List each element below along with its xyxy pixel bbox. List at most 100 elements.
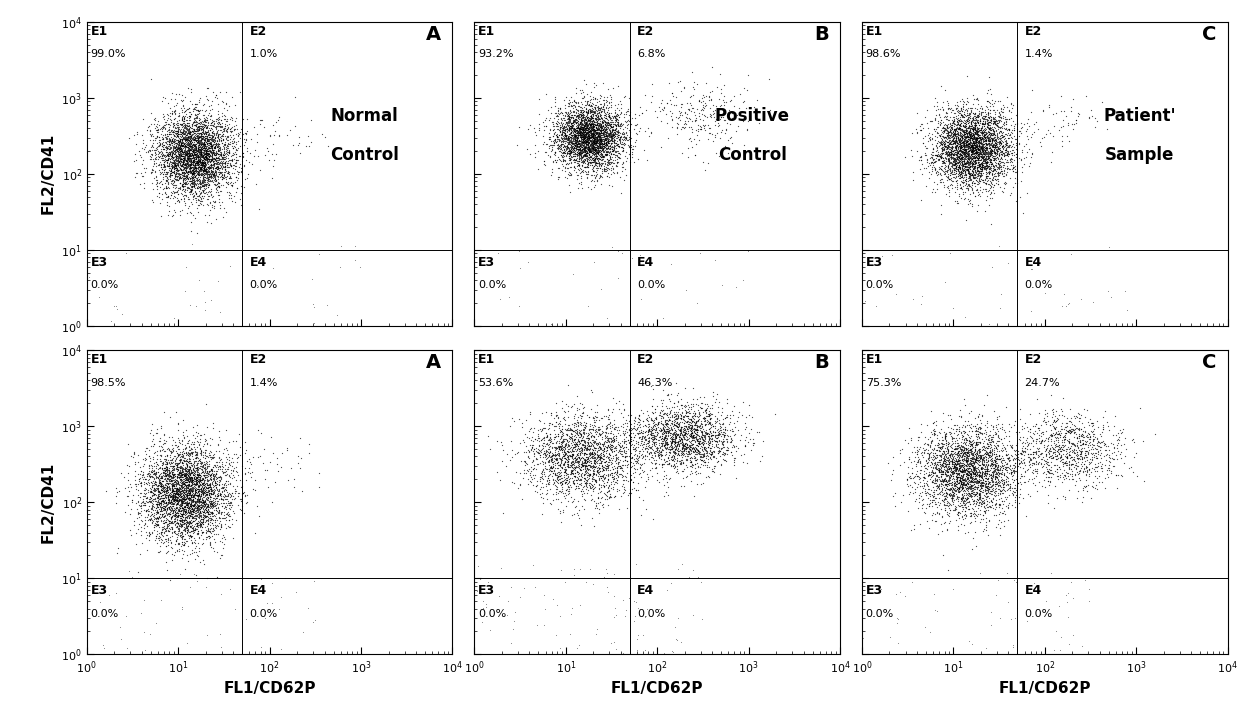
Point [589, 451, 609, 462]
Point [601, 113, 621, 124]
Point [174, 123, 193, 134]
Point [949, 491, 968, 503]
Point [145, 134, 165, 146]
Point [931, 155, 951, 166]
Point [179, 131, 198, 142]
Point [174, 156, 193, 167]
Point [529, 435, 549, 446]
Point [180, 492, 200, 504]
Point [603, 440, 622, 451]
Point [575, 134, 595, 146]
Point [552, 428, 572, 440]
Point [216, 119, 236, 130]
Point [176, 442, 196, 454]
Point [954, 453, 973, 465]
Point [982, 168, 1002, 180]
Point [554, 451, 574, 462]
Point [676, 447, 696, 459]
Point [579, 443, 599, 455]
Point [167, 143, 187, 155]
Point [574, 114, 594, 126]
Point [206, 115, 226, 126]
Point [185, 466, 205, 478]
Point [936, 449, 956, 460]
Point [957, 472, 977, 483]
Point [175, 524, 195, 536]
Point [201, 129, 221, 141]
Point [960, 495, 980, 507]
Point [928, 463, 947, 475]
Point [582, 183, 601, 195]
Point [218, 161, 238, 173]
Point [986, 470, 1006, 482]
Point [988, 161, 1008, 173]
Point [613, 142, 632, 153]
Point [593, 141, 613, 153]
Point [605, 124, 625, 135]
Point [1049, 470, 1069, 482]
Point [195, 467, 215, 479]
Point [166, 475, 186, 486]
Point [610, 446, 630, 457]
Point [174, 128, 193, 140]
Point [208, 180, 228, 191]
Point [206, 169, 226, 181]
Point [523, 443, 543, 455]
Point [569, 123, 589, 134]
Point [191, 146, 211, 158]
Point [176, 425, 196, 436]
Point [580, 441, 600, 452]
Point [201, 432, 221, 443]
Point [916, 438, 936, 450]
Point [631, 433, 651, 445]
Point [174, 138, 193, 150]
Point [677, 424, 697, 435]
Point [182, 168, 202, 180]
Point [574, 459, 594, 471]
Point [175, 494, 195, 505]
Point [172, 449, 192, 460]
Point [962, 473, 982, 484]
Point [542, 143, 562, 155]
Point [139, 479, 159, 491]
Point [211, 473, 231, 485]
Point [1029, 457, 1049, 468]
Point [590, 153, 610, 164]
Point [573, 133, 593, 145]
Point [942, 145, 962, 157]
Point [890, 587, 910, 598]
Point [171, 488, 191, 499]
Point [200, 140, 219, 151]
Point [175, 479, 195, 491]
Point [686, 465, 706, 476]
Point [177, 141, 197, 153]
Point [1083, 453, 1102, 465]
Point [567, 124, 587, 136]
Point [629, 602, 649, 614]
Point [621, 409, 641, 421]
Point [1001, 467, 1021, 478]
Text: E3: E3 [479, 256, 495, 269]
Point [159, 497, 179, 508]
Point [537, 484, 557, 496]
Point [936, 132, 956, 143]
Point [994, 148, 1014, 160]
Point [642, 424, 662, 435]
Point [591, 135, 611, 147]
Point [957, 122, 977, 134]
Point [546, 129, 565, 141]
Point [135, 454, 155, 465]
Point [1004, 462, 1024, 474]
Point [150, 137, 170, 149]
Point [952, 501, 972, 513]
Point [1058, 427, 1078, 438]
Point [139, 460, 159, 472]
Point [945, 480, 965, 491]
Point [985, 504, 1004, 515]
Point [532, 443, 552, 455]
Point [996, 142, 1016, 153]
Point [572, 145, 591, 156]
Point [676, 401, 696, 412]
Point [564, 144, 584, 156]
Point [587, 477, 606, 489]
